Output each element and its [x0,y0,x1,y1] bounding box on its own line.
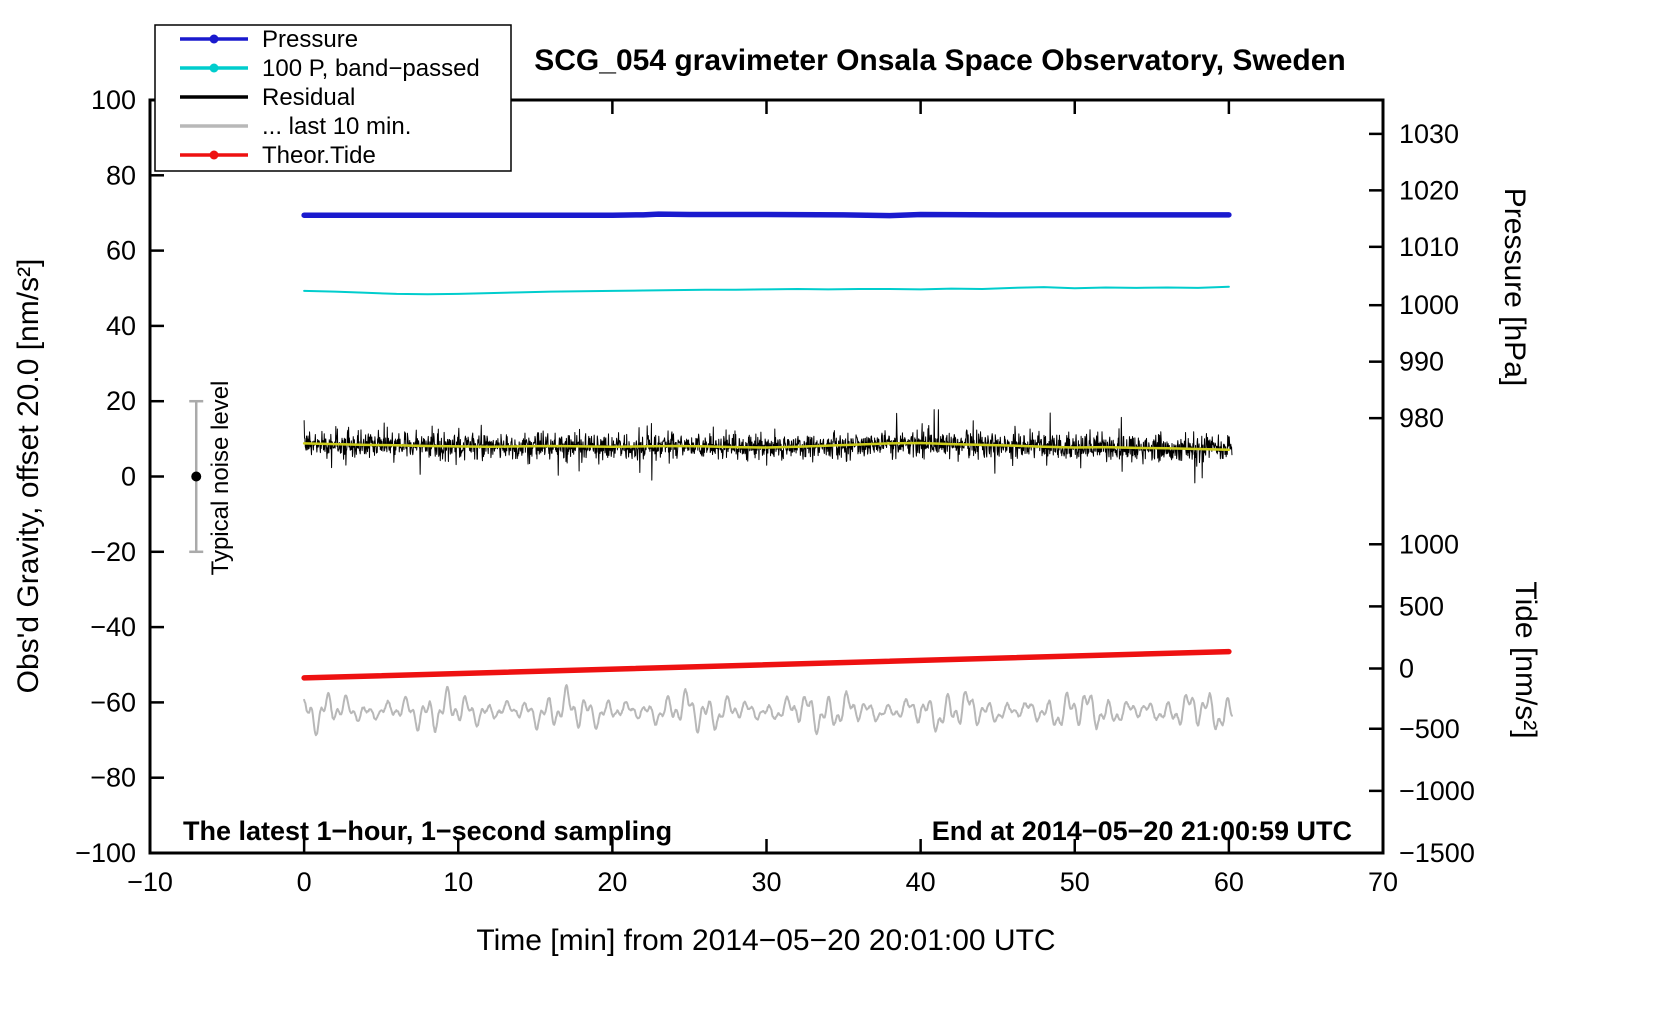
tide-tick-label: 500 [1399,591,1444,621]
y-left-tick-label: 20 [106,386,136,416]
pressure-tick-label: 1020 [1399,175,1459,205]
y-left-tick-label: −100 [75,838,136,868]
legend: Pressure 100 P, band−passed Residual ...… [154,24,512,172]
noise-level-label: Typical noise level [207,381,234,576]
x-tick-label: 10 [443,867,473,897]
x-tick-label: 50 [1060,867,1090,897]
legend-item-theor-tide: Theor.Tide [180,142,376,169]
legend-label: 100 P, band−passed [262,55,480,82]
y-axis-left-label: Obs'd Gravity, offset 20.0 [nm/s²] [12,259,45,694]
pressure-tick-label: 1000 [1399,290,1459,320]
plot-area: −10 0 10 20 30 40 50 60 70−100−80−60−40−20020406… [75,85,1475,897]
legend-item-pressure: Pressure [180,26,358,53]
series-100-p-band-passed-line [303,285,1230,296]
y-left-tick-label: −20 [90,537,136,567]
series-pressure-line [301,211,1232,219]
series-residual-smoothed-line [302,441,1231,452]
y-left-tick-label: 40 [106,311,136,341]
series-last-10-min-line [303,684,1233,737]
x-tick-label: 30 [751,867,781,897]
pressure-tick-label: 980 [1399,403,1444,433]
series-theor-tide-line [301,648,1232,681]
y-axis-pressure-label: Pressure [hPa] [1498,188,1531,386]
legend-item-residual: Residual [180,84,355,111]
tide-tick-label: 1000 [1399,529,1459,559]
tide-tick-label: −1500 [1399,838,1475,868]
legend-label: Residual [262,84,355,111]
x-tick-label: 60 [1214,867,1244,897]
x-tick-label: 40 [906,867,936,897]
legend-swatch-dot [209,150,219,160]
legend-label: Pressure [262,26,358,53]
tide-tick-label: −1000 [1399,776,1475,806]
legend-label: Theor.Tide [262,142,376,169]
pressure-tick-label: 1030 [1399,119,1459,149]
legend-swatch-dot [209,63,219,73]
noise-level-dot [191,471,202,482]
tide-tick-label: 0 [1399,654,1414,684]
legend-label: ... last 10 min. [262,113,411,140]
legend-item-band-passed: 100 P, band−passed [180,55,480,82]
x-tick-label: 70 [1368,867,1398,897]
y-left-tick-label: 80 [106,160,136,190]
y-left-tick-label: 60 [106,236,136,266]
pressure-tick-label: 990 [1399,347,1444,377]
y-left-tick-label: −40 [90,612,136,642]
y-left-tick-label: 0 [121,462,136,492]
y-axis-tide-label: Tide [nm/s²] [1509,581,1542,738]
y-left-tick-label: −60 [90,687,136,717]
x-axis-label: Time [min] from 2014−05−20 20:01:00 UTC [476,924,1055,957]
chart-title: SCG_054 gravimeter Onsala Space Observat… [534,44,1346,77]
x-tick-label: −10 [127,867,173,897]
y-left-tick-label: −80 [90,763,136,793]
sampling-note: The latest 1−hour, 1−second sampling [183,816,672,846]
x-tick-label: 20 [597,867,627,897]
tide-tick-label: −500 [1399,714,1460,744]
legend-swatch-dot [209,34,219,44]
y-left-tick-label: 100 [91,85,136,115]
x-tick-label: 0 [297,867,312,897]
legend-item-last-10-min: ... last 10 min. [180,113,411,140]
pressure-tick-label: 1010 [1399,232,1459,262]
end-time-note: End at 2014−05−20 21:00:59 UTC [932,816,1352,846]
